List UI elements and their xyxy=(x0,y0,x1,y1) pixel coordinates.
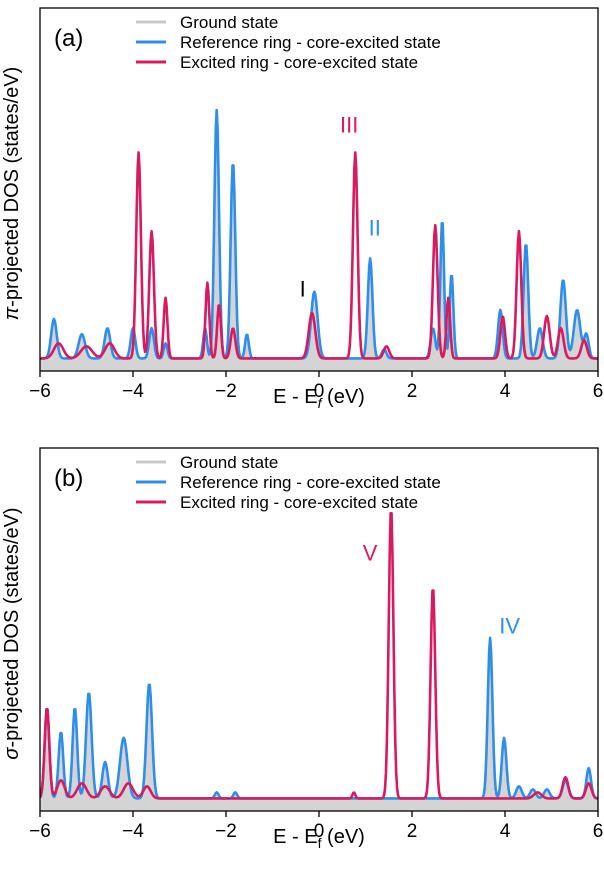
x-tick-label: 2 xyxy=(407,821,418,842)
x-tick-label: 0 xyxy=(314,821,325,842)
chart-panel-b: −6 −4 −2 0 2 4 6 E - Ef (eV) σ-projected DOS (st… xyxy=(1,447,604,851)
plot-area xyxy=(40,512,598,811)
chart-panel-a: −6 −4 −2 0 2 4 6 E - Ef (eV) π-projected DOS (st… xyxy=(1,7,604,411)
series-fill-ground xyxy=(40,637,598,811)
peak-annotation-iv: IV xyxy=(499,613,520,638)
legend-entry: Excited ring - core-excited state xyxy=(180,53,418,72)
x-tick-label: 2 xyxy=(407,381,418,402)
legend-entry: Ground state xyxy=(180,453,278,472)
x-axis-label-sub: f xyxy=(318,835,322,851)
series-line-excited xyxy=(40,512,598,800)
x-axis-label: E - Ef (eV) xyxy=(273,386,365,411)
y-axis-label: π-projected DOS (states/eV) xyxy=(1,67,23,321)
y-axis-label-rest: -projected DOS (states/eV) xyxy=(1,67,23,307)
legend-entry: Reference ring - core-excited state xyxy=(180,473,441,492)
x-tick-label: 6 xyxy=(593,381,604,402)
x-axis-label-sub: f xyxy=(318,395,324,411)
x-axis-label-unit: (eV) xyxy=(322,826,365,848)
y-axis-label-symbol: π xyxy=(1,306,23,320)
x-axis-label-main: E - E xyxy=(273,386,317,408)
x-tick-label: −6 xyxy=(29,821,51,842)
x-axis-label-main: E - E xyxy=(273,826,317,848)
series-line-excited xyxy=(40,151,598,360)
x-tick-label: 6 xyxy=(593,821,604,842)
y-axis-label-symbol: σ xyxy=(1,747,23,760)
x-tick-label: 4 xyxy=(500,821,511,842)
x-tick-label: 0 xyxy=(314,381,325,402)
peak-annotation-ii: II xyxy=(369,216,381,241)
x-tick-label: −6 xyxy=(29,381,51,402)
x-tick-label: −2 xyxy=(215,381,237,402)
x-tick-label: 4 xyxy=(500,381,511,402)
plot-area xyxy=(40,108,598,371)
legend-entry: Reference ring - core-excited state xyxy=(180,33,441,52)
x-tick-label: −4 xyxy=(122,821,144,842)
x-axis-label-unit: (eV) xyxy=(322,386,365,408)
panel-label: (b) xyxy=(54,465,83,492)
x-tick-label: −2 xyxy=(215,821,237,842)
x-tick-label: −4 xyxy=(122,381,144,402)
y-axis-label-rest: -projected DOS (states/eV) xyxy=(1,507,23,747)
x-axis-label: E - Ef (eV) xyxy=(273,826,365,851)
peak-annotation-v: V xyxy=(363,541,378,566)
peak-annotation-i: I xyxy=(300,276,306,301)
y-axis-label: σ-projected DOS (states/eV) xyxy=(1,507,23,759)
peak-annotation-iii: III xyxy=(340,113,358,138)
legend-entry: Excited ring - core-excited state xyxy=(180,493,418,512)
panel-label: (a) xyxy=(54,25,83,52)
legend-entry: Ground state xyxy=(180,13,278,32)
